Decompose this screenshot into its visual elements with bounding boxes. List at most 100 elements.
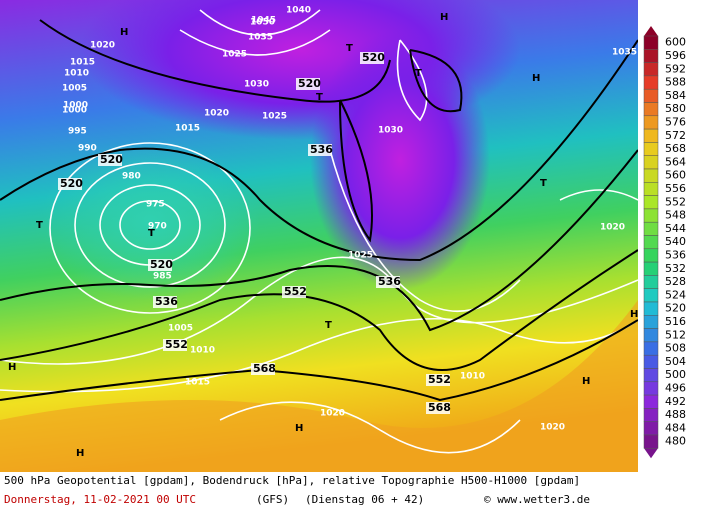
colorbar-swatch — [643, 301, 659, 316]
contour-label: 1015 — [185, 378, 210, 388]
contour-label: 568 — [428, 401, 451, 414]
colorbar-swatch — [643, 88, 659, 103]
colorbar-swatch — [643, 49, 659, 63]
colorbar-swatch — [643, 434, 659, 449]
label-bg — [251, 363, 275, 375]
colorbar-label: 528 — [665, 275, 686, 288]
contour-label: 1020 — [204, 109, 229, 119]
pressure-marker: T — [325, 320, 332, 331]
pressure-marker: H — [295, 423, 303, 434]
contour-label: 990 — [78, 144, 97, 154]
colorbar-swatch — [643, 248, 659, 263]
label-bg — [426, 374, 450, 386]
colorbar-label: 532 — [665, 262, 686, 275]
footer-bg — [0, 472, 638, 513]
colorbar-swatch — [643, 368, 659, 383]
contour-label: 975 — [146, 200, 165, 210]
contour-label: 552 — [428, 373, 451, 386]
contour-label: 1025 — [262, 112, 287, 122]
contour-label: 536 — [378, 275, 401, 288]
pressure-marker: H — [440, 12, 448, 23]
label-bg — [163, 339, 187, 351]
colorbar-label: 544 — [665, 222, 686, 235]
contour-label: 1020 — [540, 423, 565, 433]
footer-model: (GFS) — [256, 493, 289, 506]
colorbar-label: 588 — [665, 76, 686, 89]
contour-label: 536 — [310, 143, 333, 156]
colorbar-label: 512 — [665, 328, 686, 341]
contour-label: 1020 — [600, 223, 625, 233]
footer-date: Donnerstag, 11-02-2021 00 UTC — [4, 493, 196, 506]
footer-title: 500 hPa Geopotential [gpdam], Bodendruck… — [4, 474, 580, 487]
label-bg — [153, 296, 177, 308]
colorbar-label: 536 — [665, 248, 686, 261]
colorbar-swatch — [643, 62, 659, 77]
contour-label: 1025 — [348, 251, 373, 261]
colorbar-label: 580 — [665, 102, 686, 115]
contour-label: 520 — [60, 177, 83, 190]
pressure-marker: H — [582, 376, 590, 387]
colorbar-label: 540 — [665, 235, 686, 248]
colorbar-swatch — [643, 142, 659, 156]
colorbar-label: 548 — [665, 209, 686, 222]
colorbar-swatch — [643, 261, 659, 276]
contour-label: 1015 — [175, 124, 200, 134]
colorbar-swatch — [643, 168, 659, 183]
contour-label: 1050 — [250, 18, 275, 28]
contour-label: 985 — [153, 272, 172, 282]
contour-label: 552 — [165, 338, 188, 351]
pressure-marker: T — [540, 178, 547, 189]
pressure-marker: H — [630, 309, 638, 320]
contour-label: 1005 — [168, 324, 193, 334]
colorbar-swatch — [643, 421, 659, 436]
colorbar-label: 500 — [665, 368, 686, 381]
colorbar-label: 572 — [665, 129, 686, 142]
colorbar-label: 524 — [665, 288, 686, 301]
colorbar-swatch — [643, 341, 659, 356]
contour-label: 970 — [148, 222, 167, 232]
colorbar-swatch — [643, 275, 659, 289]
pressure-marker: H — [76, 448, 84, 459]
contour-label: 1015 — [70, 58, 95, 68]
colorbar-swatch — [643, 102, 659, 117]
colorbar-label: 488 — [665, 408, 686, 421]
colorbar-swatch — [643, 221, 659, 236]
colorbar-swatch — [643, 128, 659, 143]
label-bg — [148, 259, 172, 271]
label-bg — [296, 78, 320, 90]
colorbar-label: 592 — [665, 62, 686, 75]
contour-label: 568 — [253, 362, 276, 375]
pressure-marker: H — [8, 362, 16, 373]
colorbar-label: 484 — [665, 421, 686, 434]
colorbar-label: 492 — [665, 395, 686, 408]
pressure-marker: T — [346, 43, 353, 54]
colorbar-label: 508 — [665, 342, 686, 355]
pressure-marker: T — [415, 68, 422, 79]
colorbar-label: 516 — [665, 315, 686, 328]
footer-run: (Dienstag 06 + 42) — [305, 493, 424, 506]
colorbar-swatch — [643, 195, 659, 210]
contour-label: 520 — [298, 77, 321, 90]
colorbar-label: 564 — [665, 155, 686, 168]
colorbar-label: 576 — [665, 115, 686, 128]
contour-label: 1020 — [90, 41, 115, 51]
colorbar-swatch — [643, 381, 659, 396]
contour-label: 536 — [155, 295, 178, 308]
contour-label: 1020 — [320, 409, 345, 419]
pressure-marker: H — [532, 73, 540, 84]
contour-label: 1035 — [612, 48, 637, 58]
colorbar-label: 596 — [665, 49, 686, 62]
pressure-marker: T — [36, 220, 43, 231]
contour-label: 1000 — [63, 101, 88, 111]
pressure-marker: H — [120, 27, 128, 38]
colorbar-label: 568 — [665, 142, 686, 155]
colorbar-label: 504 — [665, 355, 686, 368]
contour-label: 1010 — [64, 69, 89, 79]
contour-label: 1025 — [222, 50, 247, 60]
label-bg — [360, 52, 384, 64]
colorbar-swatch — [643, 75, 659, 90]
colorbar-swatch — [643, 288, 659, 303]
contour-label: 520 — [362, 51, 385, 64]
colorbar-swatch — [643, 394, 659, 409]
contour-label: 1030 — [378, 126, 403, 136]
